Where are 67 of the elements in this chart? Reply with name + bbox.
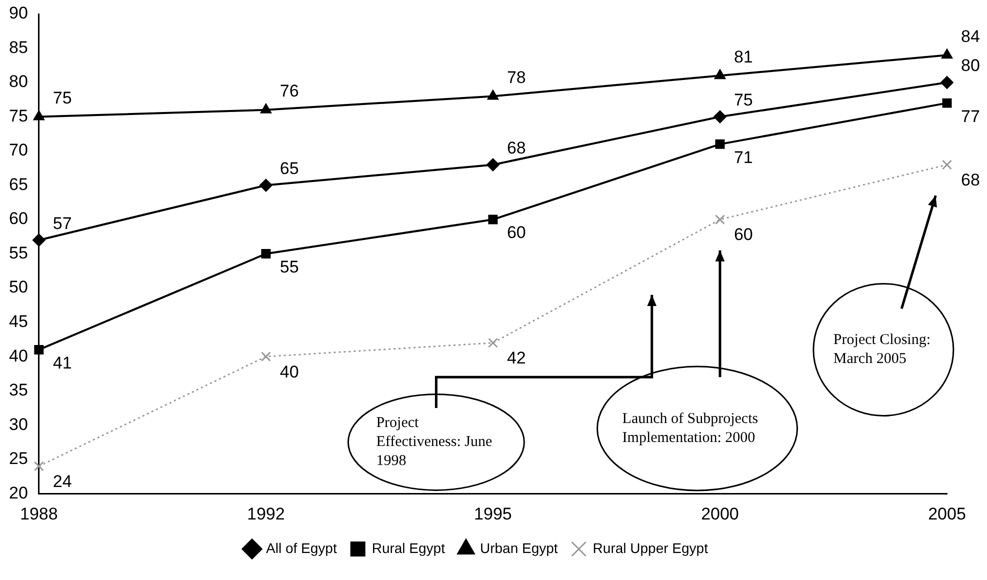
point (715, 139, 725, 149)
point (713, 110, 726, 124)
y-tick-label: 90 (8, 4, 28, 23)
x-tick-label: 1988 (20, 504, 58, 524)
legend-label: Rural Egypt (372, 540, 446, 556)
data-label: 78 (506, 68, 526, 87)
point (942, 98, 952, 108)
data-label: 60 (506, 223, 526, 242)
point (34, 344, 44, 354)
y-tick-label: 55 (8, 243, 28, 262)
point (942, 160, 952, 170)
data-label: 84 (961, 26, 980, 46)
point (941, 48, 953, 59)
y-tick-label: 65 (8, 174, 28, 194)
data-label: 40 (280, 362, 299, 382)
point (260, 103, 272, 114)
point (940, 76, 954, 90)
data-label: 42 (506, 348, 526, 368)
point (260, 352, 271, 362)
x-tick-label: 2005 (928, 504, 966, 524)
point (714, 214, 725, 225)
legend-label: Urban Egypt (480, 540, 558, 556)
y-tick-label: 75 (8, 106, 28, 126)
annotation: Project Effectiveness: June 1998 (376, 415, 492, 470)
data-label: 60 (734, 225, 753, 244)
point (32, 234, 46, 247)
data-label: 68 (961, 170, 980, 190)
annotation: Launch of Subprojects Implementation: 2000 (622, 410, 758, 446)
y-tick-label: 60 (8, 209, 28, 228)
y-tick-label: 70 (8, 140, 28, 160)
y-tick-label: 20 (8, 483, 28, 502)
point (486, 158, 500, 172)
point (33, 110, 45, 120)
y-tick-label: 30 (8, 414, 28, 434)
data-label: 80 (961, 56, 980, 76)
y-tick-label: 40 (8, 346, 28, 366)
data-label: 75 (734, 90, 753, 110)
point (488, 214, 498, 224)
point (259, 178, 272, 192)
y-tick-label: 50 (8, 278, 28, 297)
point (261, 249, 271, 259)
y-tick-label: 45 (8, 312, 28, 331)
y-tick-label: 25 (8, 449, 28, 468)
y-tick-label: 35 (8, 380, 28, 400)
data-label: 57 (52, 214, 72, 233)
point (714, 69, 726, 80)
x-tick-label: 2000 (701, 504, 739, 524)
data-label: 77 (961, 106, 980, 126)
annotation: Project Closing: March 2005 (833, 332, 931, 368)
point (488, 338, 498, 348)
y-tick-label: 85 (8, 38, 28, 57)
x-tick-label: 1992 (247, 504, 285, 524)
legend-label: Rural Upper Egypt (592, 540, 708, 556)
x-tick-label: 1995 (474, 504, 512, 524)
point (34, 461, 44, 472)
data-label: 75 (52, 88, 72, 108)
data-label: 41 (52, 353, 72, 372)
point (487, 90, 499, 100)
data-label: 65 (280, 158, 299, 178)
legend-label: All of Egypt (266, 540, 337, 556)
data-label: 68 (506, 138, 526, 158)
data-label: 55 (280, 257, 299, 276)
data-label: 71 (734, 148, 753, 167)
data-label: 76 (280, 82, 299, 101)
data-label: 81 (734, 47, 753, 66)
data-label: 24 (52, 472, 72, 491)
y-tick-label: 80 (8, 72, 28, 92)
